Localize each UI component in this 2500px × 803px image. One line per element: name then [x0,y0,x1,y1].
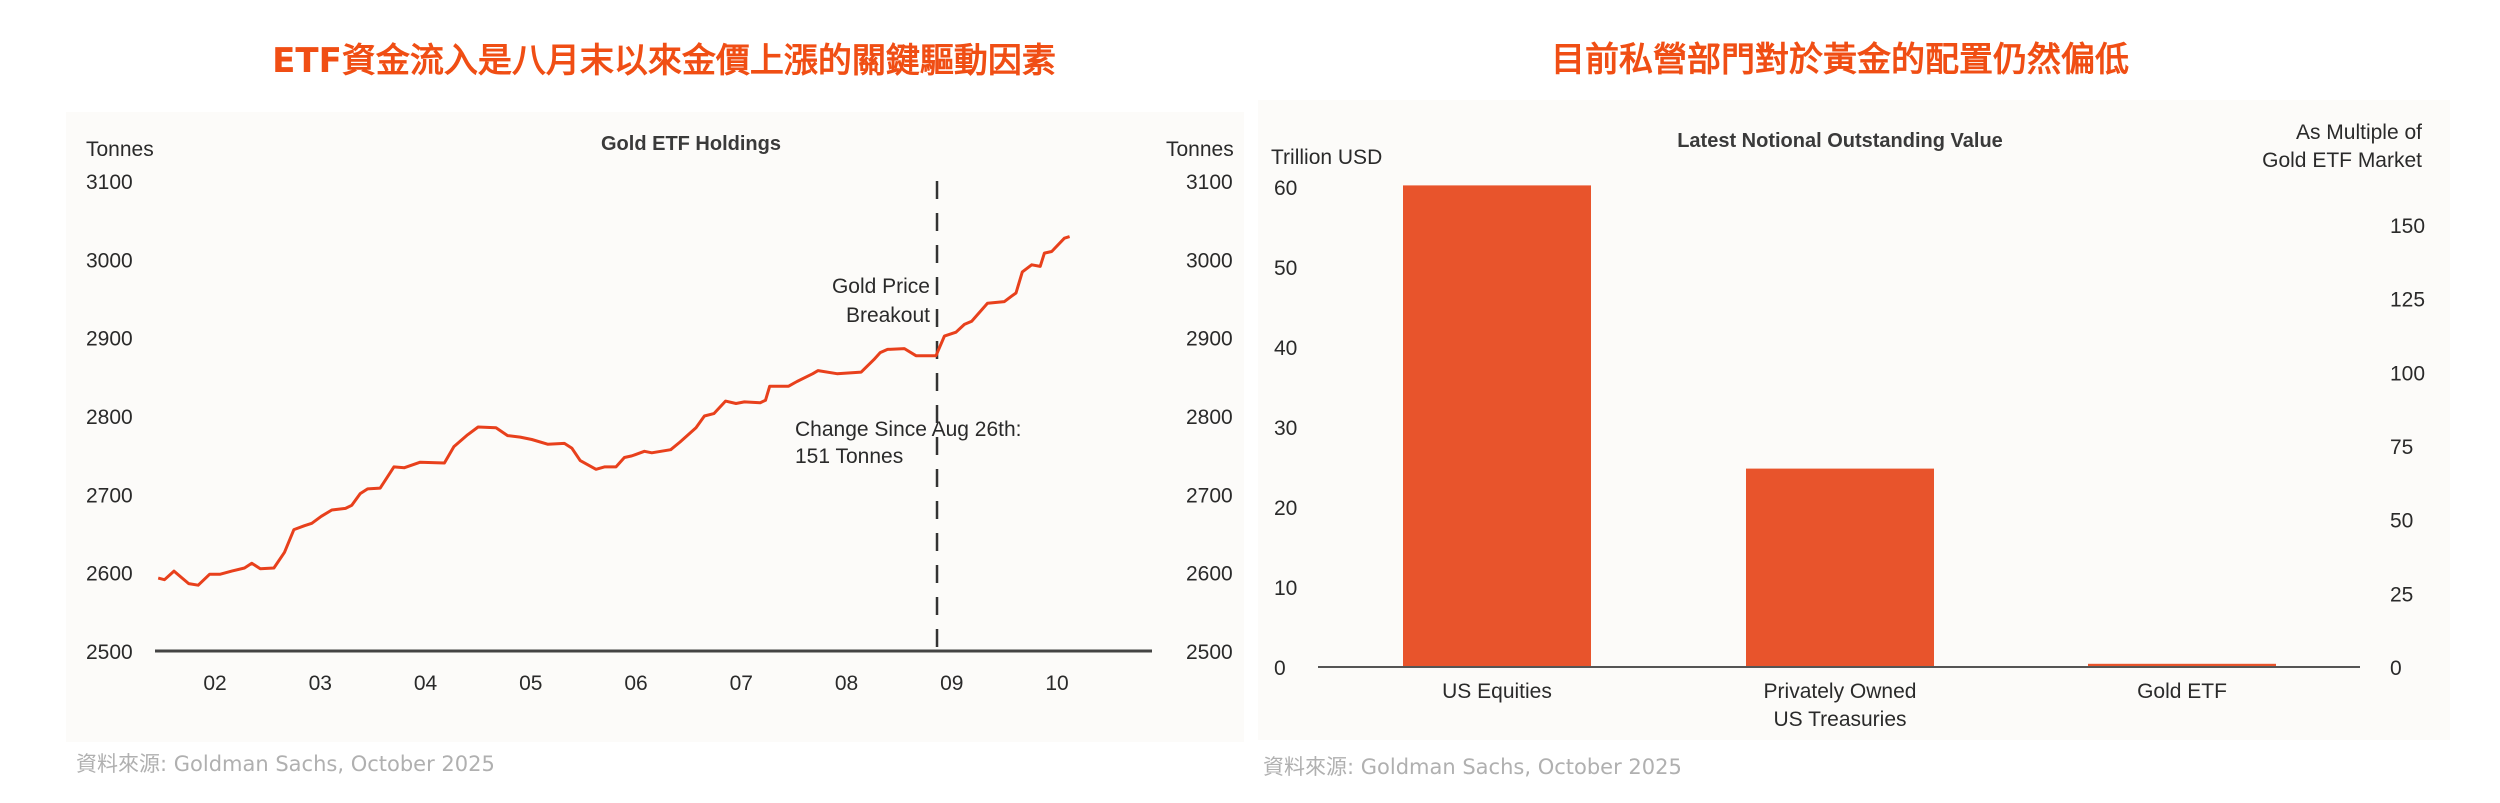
bar-left-tick-label: 40 [1274,337,1297,360]
left-chart-panel [66,112,1244,742]
x-tick-label: 07 [730,672,753,695]
bar-right-tick-label: 50 [2390,510,2413,533]
x-tick-label: 10 [1045,672,1068,695]
category-label: US Equities [1442,680,1552,703]
x-tick-label: 03 [309,672,332,695]
annotation-change-line2: 151 Tonnes [795,445,903,468]
left-y-tick-label: 3100 [86,171,133,194]
right-y-tick-label: 2900 [1186,328,1233,351]
left-y-tick-label: 2600 [86,563,133,586]
x-tick-label: 05 [519,672,542,695]
left-chart-title: Gold ETF Holdings [601,133,781,155]
left-source-note: 資料來源: Goldman Sachs, October 2025 [76,752,495,776]
left-y-tick-label: 2500 [86,641,133,664]
right-source-note: 資料來源: Goldman Sachs, October 2025 [1263,755,1682,779]
bar-left-tick-label: 60 [1274,177,1297,200]
annotation-breakout-line1: Gold Price [832,275,930,298]
right-y-tick-label: 2600 [1186,563,1233,586]
right-y-tick-label: 2700 [1186,484,1233,507]
left-headline: ETF資金流入是八月末以來金價上漲的關鍵驅動因素 [272,41,1056,81]
bar-left-tick-label: 0 [1274,657,1286,680]
bar-0 [1403,185,1591,667]
bar-left-tick-label: 50 [1274,257,1297,280]
bar-right-tick-label: 75 [2390,436,2413,459]
bar-left-tick-label: 20 [1274,497,1297,520]
bar-right-tick-label: 150 [2390,215,2425,238]
bar-right-tick-label: 125 [2390,289,2425,312]
right-y-tick-label: 3100 [1186,171,1233,194]
left-y-axis-label: Tonnes [86,138,154,161]
bar-1 [1746,468,1934,667]
x-tick-label: 09 [940,672,963,695]
right-headline: 目前私營部門對於黃金的配置仍然偏低 [1551,40,2129,80]
annotation-change-line1: Change Since Aug 26th: [795,418,1022,441]
left-y-tick-label: 2800 [86,406,133,429]
bar-left-axis-label: Trillion USD [1271,146,1382,169]
bar-left-tick-label: 30 [1274,417,1297,440]
x-tick-label: 06 [624,672,647,695]
x-tick-label: 08 [835,672,858,695]
bar-right-tick-label: 25 [2390,583,2413,606]
right-y-tick-label: 3000 [1186,249,1233,272]
left-y-tick-label: 3000 [86,249,133,272]
category-label: Privately Owned [1764,680,1917,703]
category-label: Gold ETF [2137,680,2227,703]
x-tick-label: 04 [414,672,438,695]
category-label: US Treasuries [1773,708,1906,731]
right-chart-title: Latest Notional Outstanding Value [1677,130,2003,152]
bar-right-tick-label: 0 [2390,657,2402,680]
bar-right-tick-label: 100 [2390,362,2425,385]
bar-right-axis-label-line2: Gold ETF Market [2262,149,2422,172]
bar-left-tick-label: 10 [1274,577,1297,600]
right-y-tick-label: 2800 [1186,406,1233,429]
left-y-tick-label: 2900 [86,328,133,351]
x-tick-label: 02 [203,672,226,695]
annotation-breakout-line2: Breakout [846,304,930,327]
left-y-tick-label: 2700 [86,484,133,507]
right-y-tick-label: 2500 [1186,641,1233,664]
gold-etf-holdings-line [157,235,1071,587]
right-y-axis-label: Tonnes [1166,138,1234,161]
bar-right-axis-label-line1: As Multiple of [2296,121,2422,144]
bar-2 [2088,663,2276,667]
